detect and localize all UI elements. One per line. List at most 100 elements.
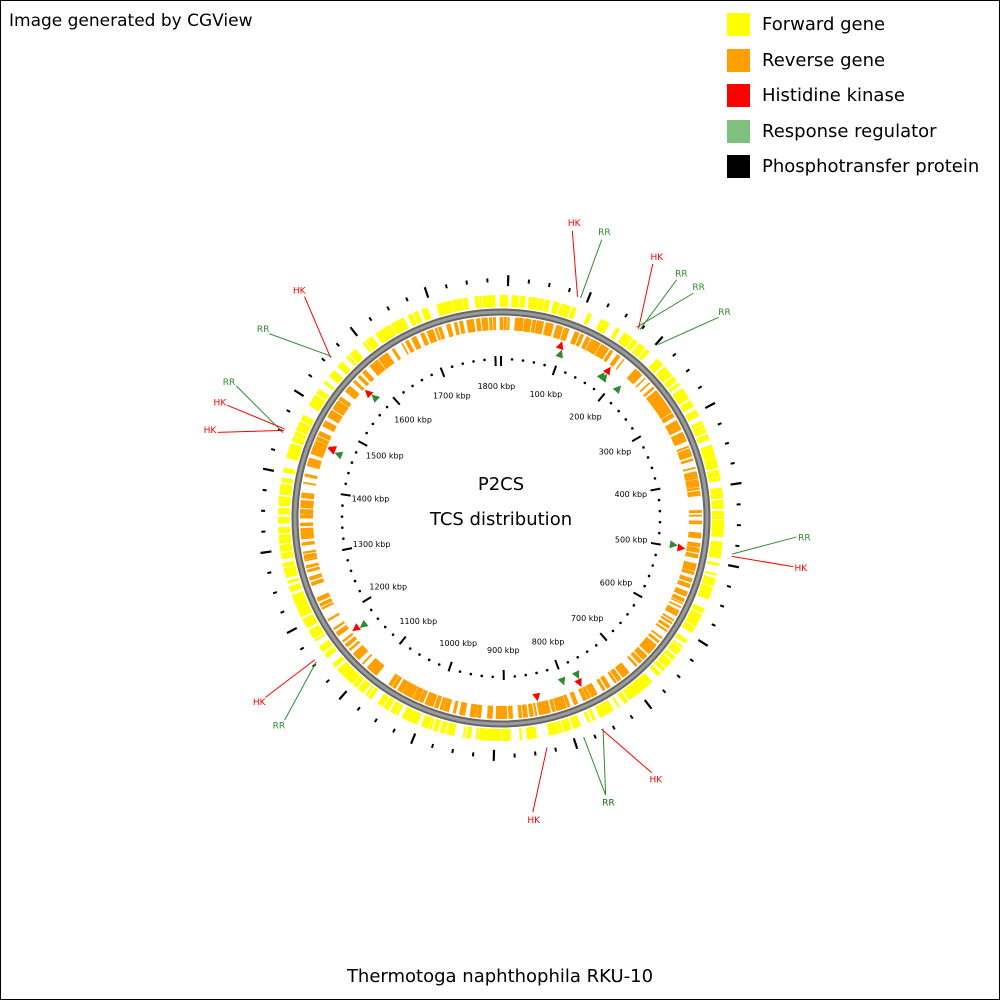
forward-gene bbox=[441, 721, 448, 734]
forward-gene bbox=[622, 687, 634, 701]
external-tick bbox=[260, 550, 272, 555]
reverse-gene bbox=[348, 640, 361, 652]
reverse-gene bbox=[327, 612, 340, 622]
forward-gene bbox=[569, 307, 577, 320]
forward-gene bbox=[689, 609, 703, 619]
forward-gene bbox=[611, 328, 621, 340]
forward-gene bbox=[280, 546, 293, 553]
forward-gene bbox=[699, 584, 713, 594]
reverse-gene bbox=[429, 693, 436, 707]
forward-gene bbox=[280, 551, 294, 558]
rr-callout-label: RR bbox=[692, 283, 705, 293]
forward-gene bbox=[353, 676, 365, 688]
scale-minor-tick bbox=[651, 564, 655, 567]
response-regulator-marker bbox=[669, 540, 678, 549]
callout-line bbox=[269, 333, 332, 357]
reverse-gene bbox=[312, 447, 325, 454]
scale-minor-tick bbox=[376, 617, 380, 620]
reverse-gene bbox=[335, 400, 349, 412]
external-tick bbox=[270, 448, 276, 452]
forward-gene bbox=[474, 296, 479, 309]
hk-callout-label: HK bbox=[568, 219, 582, 229]
scale-minor-tick bbox=[371, 422, 375, 426]
reverse-gene bbox=[688, 534, 702, 539]
external-tick bbox=[697, 639, 709, 647]
forward-gene bbox=[295, 425, 309, 436]
forward-gene bbox=[485, 728, 491, 741]
reverse-gene bbox=[670, 597, 684, 605]
reverse-gene bbox=[678, 574, 693, 583]
forward-gene bbox=[688, 612, 701, 621]
reverse-gene bbox=[402, 681, 412, 695]
forward-gene bbox=[691, 604, 705, 614]
callout-line bbox=[284, 661, 317, 721]
reverse-gene bbox=[569, 692, 577, 706]
external-tick bbox=[349, 326, 359, 337]
forward-gene bbox=[692, 424, 705, 433]
reverse-gene bbox=[408, 684, 416, 698]
reverse-gene bbox=[534, 320, 540, 334]
external-tick bbox=[373, 718, 378, 723]
external-tick bbox=[711, 623, 716, 627]
response-regulator-marker bbox=[555, 349, 563, 359]
forward-gene bbox=[337, 364, 349, 375]
forward-gene bbox=[672, 388, 685, 398]
forward-gene bbox=[349, 352, 360, 364]
reverse-gene bbox=[337, 626, 350, 637]
reverse-gene bbox=[633, 647, 647, 660]
reverse-gene bbox=[470, 318, 475, 333]
forward-gene bbox=[525, 727, 530, 740]
reverse-gene bbox=[518, 317, 524, 332]
reverse-gene bbox=[413, 335, 422, 349]
reverse-gene bbox=[687, 491, 701, 498]
reverse-gene bbox=[604, 350, 614, 363]
forward-gene bbox=[595, 318, 604, 331]
scale-minor-tick bbox=[643, 584, 646, 588]
external-tick bbox=[724, 441, 730, 445]
rr-callout-label: RR bbox=[602, 798, 615, 808]
forward-gene bbox=[710, 492, 723, 499]
reverse-gene bbox=[542, 322, 548, 336]
forward-gene bbox=[379, 329, 389, 342]
reverse-gene bbox=[374, 664, 385, 676]
reverse-gene bbox=[427, 693, 435, 706]
external-tick bbox=[685, 368, 691, 373]
reverse-gene bbox=[434, 327, 441, 341]
scale-minor-tick bbox=[349, 569, 353, 573]
external-tick-ring bbox=[260, 275, 742, 761]
scale-minor-tick bbox=[350, 461, 354, 464]
histidine-kinase-marker bbox=[328, 446, 338, 454]
tcs-marker-track bbox=[327, 341, 686, 702]
external-tick bbox=[534, 751, 537, 756]
forward-gene bbox=[323, 380, 335, 391]
reverse-gene bbox=[688, 531, 702, 536]
scale-minor-tick bbox=[437, 663, 441, 666]
rr-callout-label: RR bbox=[598, 228, 611, 238]
forward-gene bbox=[366, 337, 377, 350]
reverse-gene bbox=[627, 655, 638, 668]
external-tick bbox=[719, 604, 725, 608]
reverse-gene bbox=[686, 487, 700, 492]
reverse-gene bbox=[657, 619, 671, 629]
forward-gene bbox=[312, 395, 325, 406]
reverse-gene bbox=[570, 331, 579, 345]
reverse-gene bbox=[643, 386, 655, 397]
external-tick bbox=[325, 679, 330, 684]
forward-gene bbox=[308, 402, 321, 412]
forward-gene bbox=[560, 719, 568, 732]
forward-gene bbox=[521, 296, 526, 309]
reverse-gene bbox=[682, 564, 696, 572]
reverse-gene bbox=[549, 698, 556, 713]
reverse-gene bbox=[631, 651, 643, 663]
scale-minor-tick bbox=[611, 629, 615, 633]
reverse-gene bbox=[537, 701, 544, 716]
reverse-gene bbox=[426, 330, 434, 344]
forward-gene bbox=[682, 621, 696, 632]
reverse-gene bbox=[521, 704, 528, 718]
callout-line bbox=[583, 736, 607, 796]
reverse-gene bbox=[630, 372, 643, 385]
reverse-gene bbox=[445, 323, 454, 338]
scale-minor-tick bbox=[418, 653, 421, 656]
external-tick bbox=[293, 389, 305, 397]
